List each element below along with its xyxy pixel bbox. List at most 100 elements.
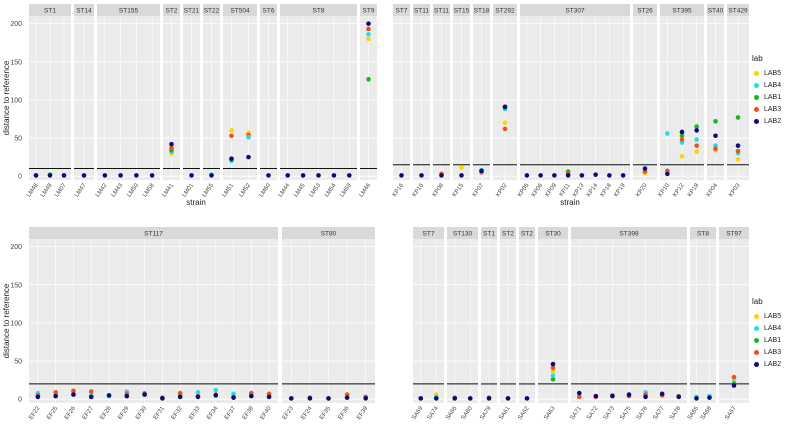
data-point (366, 32, 371, 37)
data-point (459, 173, 464, 178)
data-point (213, 393, 219, 398)
data-point (177, 394, 183, 400)
data-point (735, 115, 741, 120)
facet-panel: ST307 KP05 KP06 KP09 KP11 KP13 KP14 KP18 KP19 (517, 4, 630, 198)
panel-background (520, 16, 630, 180)
x-tick-label: KP10 (658, 182, 672, 198)
x-tick-label: KP13 (572, 182, 586, 198)
x-tick-label: KP19 (613, 182, 627, 198)
data-point (366, 21, 371, 26)
x-tick-label: SA77 (652, 405, 666, 421)
chart-block-3: distance to reference 0 50 100 150 200 ST117 EF… (2, 227, 375, 421)
data-point (61, 173, 67, 178)
x-tick-label: SA72 (586, 405, 600, 421)
facet-panel: ST2 LM41 (162, 4, 180, 198)
legend-title: lab (752, 297, 763, 306)
data-point (505, 396, 511, 401)
legend-item-lab3: LAB3 (752, 103, 789, 115)
legend-item-lab2: LAB2 (752, 115, 789, 127)
facet-strip (74, 4, 94, 16)
x-tick-label: KP16 (392, 182, 406, 198)
data-point (124, 393, 130, 399)
legend-item-lab4: LAB4 (752, 322, 789, 334)
legend-item-lab1: LAB1 (752, 91, 789, 103)
x-tick-label: LM54 (324, 182, 338, 198)
y-tick-label: 150 (10, 282, 22, 289)
legend-label: LAB4 (764, 324, 782, 332)
data-point (550, 373, 556, 378)
x-tick-label: EF37 (224, 405, 238, 421)
x-tick-label: EF26 (64, 405, 78, 421)
facet-panel: ST117 EF22 EF25 EF26 EF27 EF28 EF29 EF30 EF31 EF3… (28, 227, 278, 421)
data-point (229, 133, 234, 139)
facet-strip (453, 4, 470, 16)
facet-strip (393, 4, 410, 16)
data-point (679, 133, 685, 139)
facet-strip (633, 4, 657, 16)
x-tick-label: LM07 (54, 182, 68, 198)
x-tick-label: LM46 (359, 182, 373, 198)
facet-strip-label: ST130 (453, 231, 473, 238)
y-tick-label: 0 (18, 174, 22, 181)
facet-strip-label: ST117 (144, 231, 163, 238)
data-point (576, 394, 582, 400)
facet-panel: ST18 KP07 (472, 4, 490, 198)
facet-strip (413, 4, 430, 16)
facet-strip (97, 4, 160, 16)
data-point (607, 173, 612, 178)
x-tick-label: KP12 (672, 182, 686, 198)
data-point (249, 393, 254, 399)
facet-strip-label: ST6 (263, 8, 275, 15)
legend-item-lab4: LAB4 (752, 79, 789, 91)
x-tick-label: LM60 (259, 182, 273, 198)
data-point (419, 173, 424, 178)
x-tick-label: LM55 (202, 182, 216, 198)
facet-panel: ST7 KP16 (392, 4, 410, 198)
x-tick-label: SA63 (543, 405, 557, 421)
data-point (679, 129, 685, 135)
x-tick-label: SA62 (517, 405, 531, 421)
facet-strip-label: ST504 (230, 8, 250, 15)
facet-strip (360, 4, 377, 16)
data-point (149, 173, 155, 178)
legend-dot (754, 106, 759, 112)
legend-label: LAB1 (764, 336, 782, 344)
facet-strip-label: ST155 (119, 8, 139, 15)
data-point (735, 148, 741, 154)
x-tick-label: KP03 (728, 182, 742, 198)
x-tick-label: KP15 (452, 182, 466, 198)
data-point (694, 128, 699, 133)
data-point (479, 168, 484, 174)
data-point (713, 133, 718, 139)
facet-strip-label: ST1 (44, 8, 56, 15)
data-point (47, 173, 53, 178)
x-tick-label: SA79 (479, 405, 493, 421)
x-tick-label: SA66 (445, 405, 459, 421)
data-point (713, 146, 718, 152)
facet-panel: ST22 LM55 (202, 4, 220, 198)
data-point (694, 396, 699, 401)
data-point (307, 396, 313, 401)
facet-strip-label: ST8 (313, 8, 325, 15)
data-point (142, 392, 147, 397)
x-tick-label: SA75 (619, 405, 633, 421)
x-tick-label: SA67 (724, 405, 738, 421)
x-tick-label: KP02 (495, 182, 509, 198)
facet-strip-label: ST7 (423, 231, 435, 238)
data-point (266, 173, 271, 178)
facet-strip (481, 227, 497, 239)
data-point (524, 173, 530, 178)
facet-strip-label: ST22 (204, 8, 220, 15)
x-tick-label: SA61 (498, 405, 512, 421)
x-tick-label: KP04 (706, 182, 720, 198)
x-tick-label: EF30 (135, 405, 149, 421)
facet-strip-label: ST18 (474, 8, 490, 15)
facet-strip (520, 4, 630, 16)
data-point (665, 171, 670, 177)
facet-strip-label: ST398 (619, 231, 639, 238)
x-tick-label: KP16 (412, 182, 426, 198)
facet-panel: ST21 LM01 (182, 4, 200, 198)
x-tick-label: SA78 (669, 405, 683, 421)
